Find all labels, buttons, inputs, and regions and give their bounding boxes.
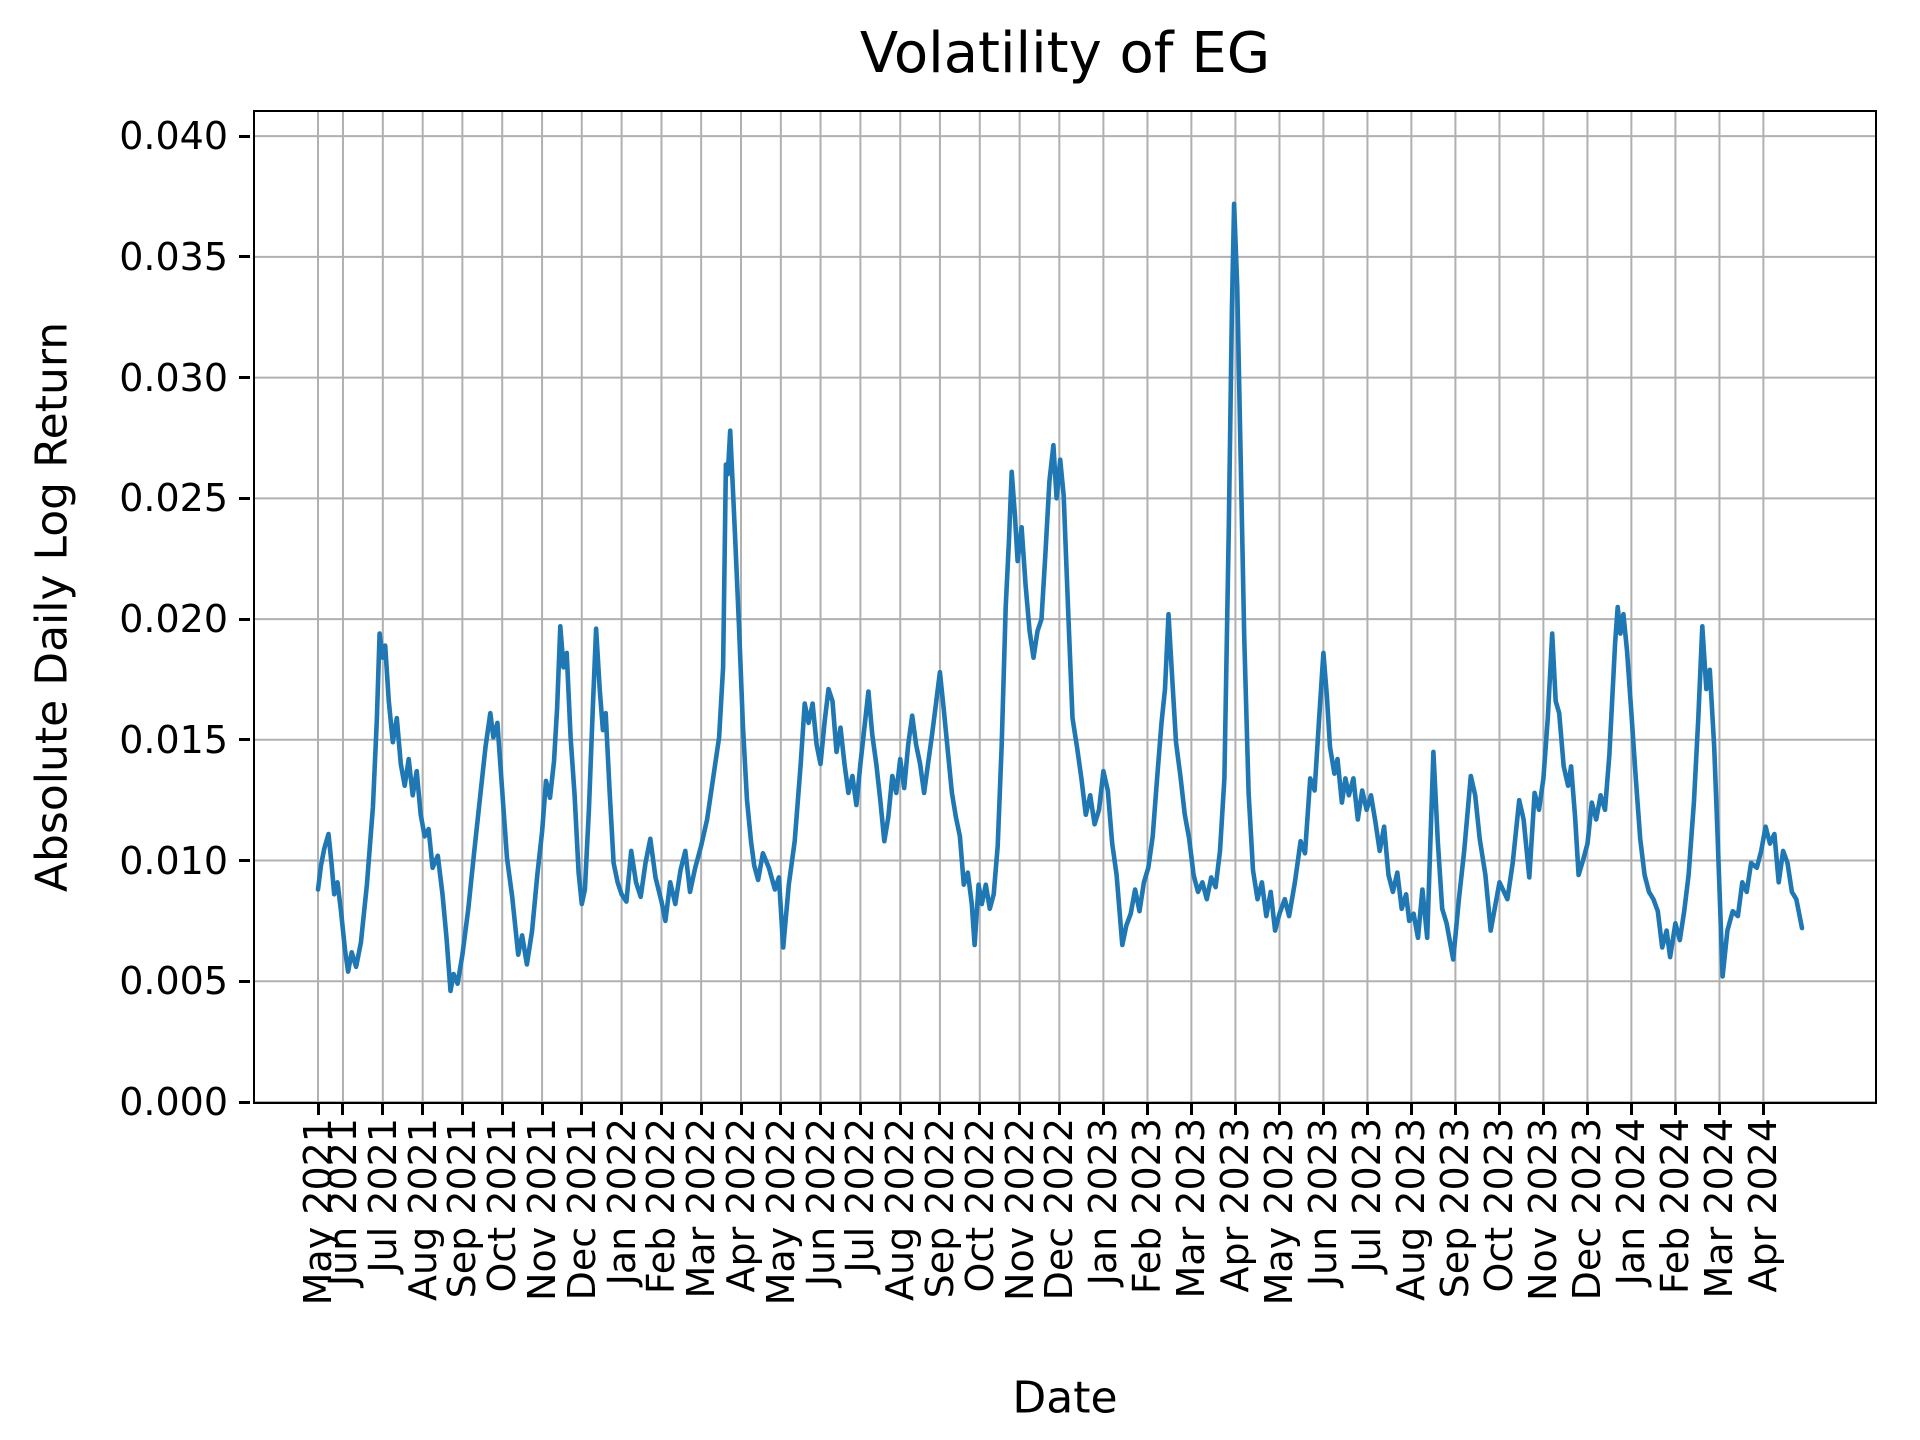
- x-tick-mark: [699, 1104, 703, 1115]
- x-tick-mark: [341, 1104, 345, 1115]
- plot-area: [252, 109, 1877, 1104]
- y-tick-mark: [239, 738, 250, 742]
- x-tick-mark: [1453, 1104, 1457, 1115]
- x-tick-mark: [1233, 1104, 1237, 1115]
- x-tick-label: Jun 2022: [798, 1118, 843, 1287]
- y-tick-mark: [239, 979, 250, 983]
- x-tick-mark: [1365, 1104, 1369, 1115]
- y-tick-mark: [239, 376, 250, 380]
- x-tick-mark: [1018, 1104, 1022, 1115]
- x-tick-mark: [898, 1104, 902, 1115]
- y-tick-label: 0.015: [119, 717, 228, 762]
- x-tick-mark: [1057, 1104, 1061, 1115]
- y-tick-label: 0.025: [119, 476, 228, 521]
- x-axis-label: Date: [1012, 1372, 1118, 1424]
- y-tick-mark: [239, 1100, 250, 1104]
- x-tick-mark: [819, 1104, 823, 1115]
- x-tick-label: Nov 2021: [520, 1118, 565, 1301]
- x-tick-label: Mar 2024: [1697, 1118, 1742, 1299]
- x-tick-label: Nov 2022: [997, 1118, 1042, 1301]
- x-tick-mark: [1277, 1104, 1281, 1115]
- y-tick-label: 0.030: [119, 355, 228, 400]
- x-tick-label: Sep 2023: [1433, 1118, 1478, 1299]
- x-tick-label: Aug 2021: [400, 1118, 445, 1301]
- x-tick-label: Feb 2024: [1653, 1118, 1698, 1295]
- y-tick-label: 0.000: [119, 1080, 228, 1124]
- x-tick-mark: [1321, 1104, 1325, 1115]
- x-tick-label: Jun 2021: [320, 1118, 365, 1287]
- x-tick-mark: [779, 1104, 783, 1115]
- x-tick-label: Oct 2021: [480, 1118, 525, 1293]
- x-tick-label: Oct 2022: [957, 1118, 1002, 1293]
- x-tick-mark: [1189, 1104, 1193, 1115]
- x-tick-mark: [1497, 1104, 1501, 1115]
- x-tick-label: Jan 2022: [599, 1118, 644, 1286]
- x-tick-label: Jan 2023: [1081, 1118, 1126, 1286]
- volatility-line-series: [315, 201, 1804, 993]
- x-tick-label: Sep 2022: [917, 1118, 962, 1299]
- x-tick-label: Oct 2023: [1477, 1118, 1522, 1293]
- y-tick-mark: [239, 617, 250, 621]
- x-tick-mark: [500, 1104, 504, 1115]
- x-tick-label: Aug 2022: [878, 1118, 923, 1301]
- x-tick-label: Sep 2021: [440, 1118, 485, 1299]
- x-tick-mark: [540, 1104, 544, 1115]
- x-tick-label: Jul 2022: [838, 1118, 883, 1273]
- x-tick-mark: [316, 1104, 320, 1115]
- x-tick-label: Jul 2023: [1345, 1118, 1390, 1273]
- x-tick-label: Jun 2023: [1301, 1118, 1346, 1287]
- x-tick-mark: [739, 1104, 743, 1115]
- x-tick-mark: [460, 1104, 464, 1115]
- x-tick-mark: [1585, 1104, 1589, 1115]
- x-tick-mark: [620, 1104, 624, 1115]
- x-tick-mark: [1541, 1104, 1545, 1115]
- x-tick-label: Mar 2022: [679, 1118, 724, 1299]
- x-tick-mark: [1409, 1104, 1413, 1115]
- x-tick-label: Apr 2022: [719, 1118, 763, 1293]
- x-tick-label: Dec 2022: [1037, 1118, 1082, 1301]
- y-tick-mark: [239, 134, 250, 138]
- chart-title: Volatility of EG: [859, 21, 1271, 86]
- x-tick-label: Feb 2023: [1125, 1118, 1170, 1295]
- x-tick-label: Dec 2021: [559, 1118, 604, 1301]
- x-tick-mark: [1629, 1104, 1633, 1115]
- x-tick-mark: [1761, 1104, 1765, 1115]
- y-tick-mark: [239, 859, 250, 863]
- x-tick-mark: [858, 1104, 862, 1115]
- x-tick-mark: [1145, 1104, 1149, 1115]
- x-tick-label: Jan 2024: [1609, 1118, 1654, 1286]
- y-tick-label: 0.010: [119, 838, 228, 883]
- x-tick-mark: [978, 1104, 982, 1115]
- y-tick-label: 0.020: [119, 597, 228, 642]
- x-tick-mark: [381, 1104, 385, 1115]
- x-tick-mark: [1101, 1104, 1105, 1115]
- x-tick-label: May 2023: [1257, 1118, 1302, 1306]
- x-tick-mark: [421, 1104, 425, 1115]
- x-tick-label: Dec 2023: [1565, 1118, 1610, 1301]
- x-tick-label: Aug 2023: [1389, 1118, 1434, 1301]
- x-tick-label: Mar 2023: [1169, 1118, 1214, 1299]
- line-chart: [254, 111, 1875, 1102]
- y-tick-label: 0.035: [119, 234, 228, 279]
- x-tick-label: Apr 2024: [1741, 1118, 1786, 1293]
- x-tick-label: May 2022: [758, 1118, 803, 1306]
- x-tick-mark: [938, 1104, 942, 1115]
- x-tick-label: Feb 2022: [639, 1118, 684, 1295]
- y-tick-label: 0.005: [119, 959, 228, 1004]
- y-tick-mark: [239, 255, 250, 259]
- y-tick-label: 0.040: [119, 114, 228, 159]
- x-tick-label: Nov 2023: [1521, 1118, 1566, 1301]
- x-tick-label: Jul 2021: [360, 1118, 405, 1273]
- y-tick-mark: [239, 496, 250, 500]
- x-tick-mark: [1717, 1104, 1721, 1115]
- x-tick-mark: [1673, 1104, 1677, 1115]
- x-tick-label: Apr 2023: [1213, 1118, 1258, 1293]
- x-tick-mark: [659, 1104, 663, 1115]
- y-axis-label: Absolute Daily Log Return: [26, 321, 78, 893]
- x-tick-mark: [580, 1104, 584, 1115]
